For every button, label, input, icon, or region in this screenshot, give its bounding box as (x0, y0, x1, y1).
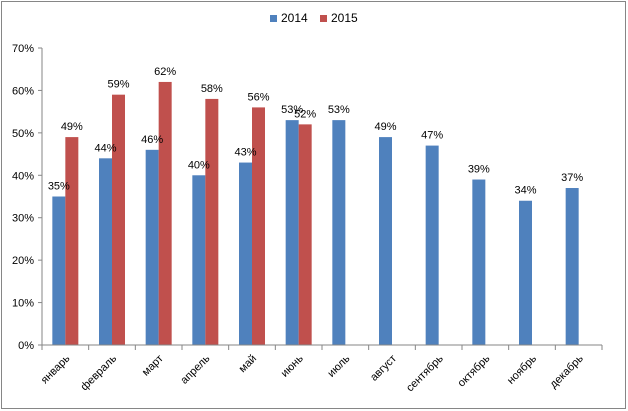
bar (252, 107, 265, 346)
bar (472, 179, 486, 345)
bar (425, 145, 439, 345)
bar (52, 196, 66, 345)
y-tick-label: 60% (12, 85, 34, 97)
x-axis: январь февраль март апрель май июнь июль август… (39, 344, 603, 394)
x-tick-label: июнь (279, 352, 306, 379)
y-axis: 0% 10% 20% 30% 40% 50% 60% 70% (12, 43, 43, 352)
data-labels: 35% 44% 46% 40% 43% 53% 53% 49% 47% 39% 34% 37% 49% 5… (48, 66, 584, 197)
legend-label: 2014 (281, 11, 308, 25)
legend-label: 2015 (331, 11, 358, 25)
bar (332, 120, 346, 345)
data-label: 62% (154, 66, 176, 78)
data-label: 44% (94, 142, 116, 154)
x-tick-label: ноябрь (505, 352, 539, 386)
y-tick-label: 0% (18, 340, 34, 352)
data-label: 56% (247, 91, 269, 103)
data-label: 59% (107, 79, 129, 91)
bar (158, 81, 172, 345)
bar (205, 98, 219, 346)
bar (99, 158, 112, 345)
bar (112, 94, 125, 346)
y-tick-label: 20% (12, 255, 34, 267)
x-tick-label: октябрь (456, 352, 493, 389)
bar (519, 200, 532, 345)
bar (239, 162, 252, 345)
data-label: 52% (294, 108, 316, 120)
legend: 2014 2015 (270, 11, 358, 25)
x-tick-label: август (368, 353, 399, 384)
data-label: 37% (561, 172, 583, 184)
x-tick-label: январь (39, 352, 73, 386)
y-tick-label: 70% (12, 43, 34, 55)
x-tick-label: февраль (79, 352, 120, 393)
bars (52, 81, 579, 346)
y-tick-label: 50% (12, 128, 34, 140)
y-tick-label: 10% (12, 298, 34, 310)
bar (145, 149, 159, 345)
data-label: 43% (234, 147, 256, 159)
x-tick-label: июль (325, 352, 352, 379)
legend-swatch (320, 15, 327, 22)
bar (65, 137, 79, 345)
x-tick-label: сентябрь (404, 352, 446, 394)
data-label: 53% (328, 104, 350, 116)
data-label: 46% (141, 134, 163, 146)
bar (192, 175, 206, 345)
data-label: 58% (201, 83, 223, 95)
data-label: 53% (281, 104, 303, 116)
data-label: 34% (514, 185, 536, 197)
data-label: 35% (48, 181, 70, 193)
y-tick-label: 40% (12, 170, 34, 182)
bar (379, 137, 392, 345)
bar (298, 124, 312, 345)
bar (565, 188, 579, 345)
data-label: 40% (188, 159, 210, 171)
x-tick-label: май (237, 353, 260, 376)
data-label: 39% (468, 164, 490, 176)
x-tick-label: декабрь (548, 352, 586, 390)
x-tick-label: март (140, 353, 166, 379)
data-label: 47% (421, 130, 443, 142)
data-label: 49% (374, 121, 396, 133)
y-tick-label: 30% (12, 213, 34, 225)
x-tick-label: апрель (178, 352, 212, 386)
data-label: 49% (61, 121, 83, 133)
legend-swatch (270, 15, 277, 22)
bar (285, 120, 299, 345)
